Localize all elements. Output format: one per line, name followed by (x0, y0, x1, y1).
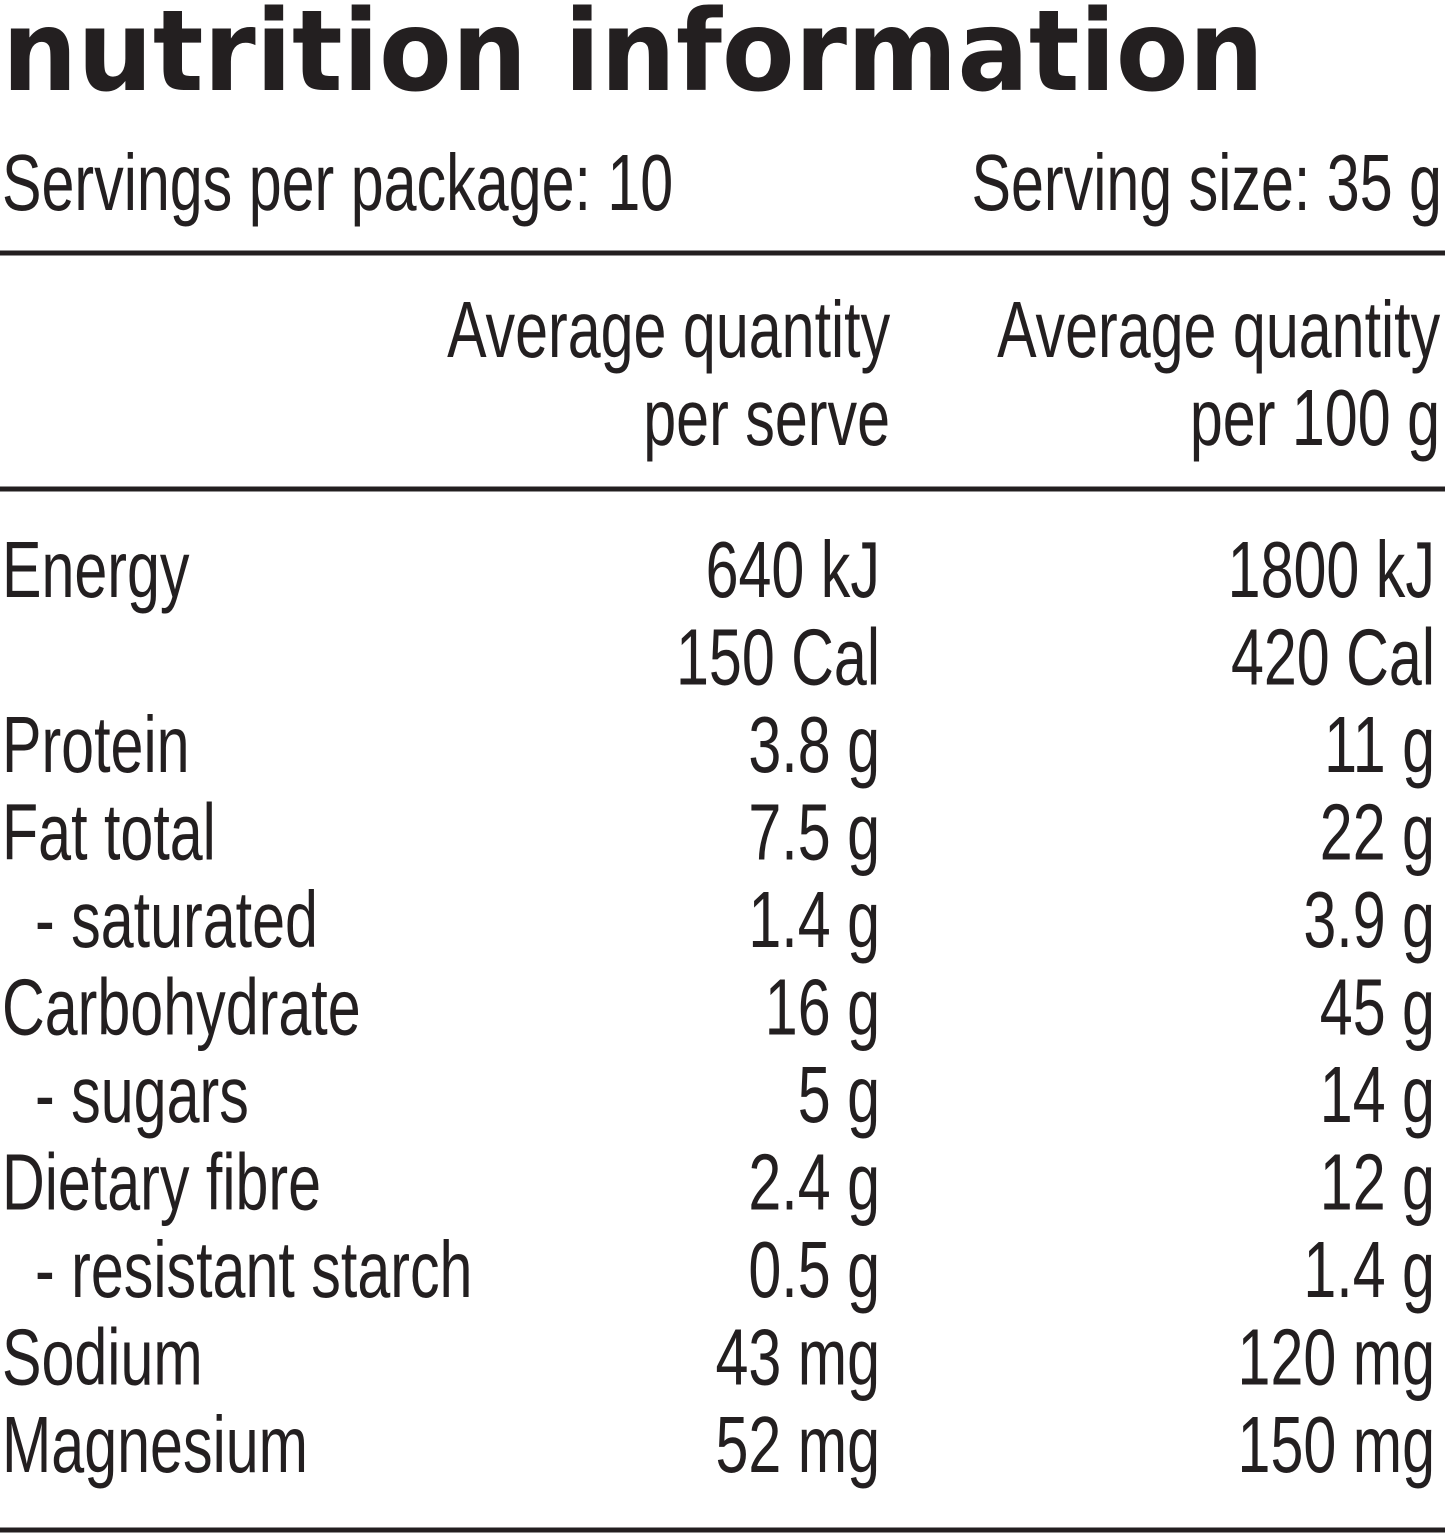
value: 3.8 g (748, 699, 880, 789)
value: 150 Cal (676, 612, 880, 702)
value: 150 mg (1238, 1399, 1435, 1489)
column-header: per serve (643, 372, 890, 462)
value: 7.5 g (748, 787, 880, 877)
row-label: - resistant starch (35, 1224, 472, 1314)
column-header: per 100 g (1190, 372, 1440, 462)
value: 1.4 g (1303, 1224, 1435, 1314)
row-label: Carbohydrate (2, 962, 361, 1052)
value: 420 Cal (1231, 612, 1435, 702)
row-label: Sodium (2, 1312, 203, 1402)
value: 14 g (1320, 1049, 1435, 1139)
row-label: Magnesium (2, 1399, 308, 1489)
row-label: Dietary fibre (2, 1137, 321, 1227)
value: 12 g (1320, 1137, 1435, 1227)
row-label: Protein (2, 699, 190, 789)
row-label: - saturated (35, 874, 318, 964)
value: 52 mg (715, 1399, 880, 1489)
value: 22 g (1320, 787, 1435, 877)
value: 1.4 g (748, 874, 880, 964)
value: 1800 kJ (1228, 524, 1435, 614)
value: 11 g (1324, 699, 1435, 789)
value: 3.9 g (1303, 874, 1435, 964)
value: 45 g (1320, 962, 1435, 1052)
value: 16 g (765, 962, 880, 1052)
value: 2.4 g (748, 1137, 880, 1227)
column-header: Average quantity (997, 284, 1441, 374)
row-label: - sugars (35, 1049, 249, 1139)
value: 0.5 g (748, 1224, 880, 1314)
serving-size: Serving size: 35 g (972, 137, 1442, 227)
column-header: Average quantity (447, 284, 891, 374)
title: nutrition information (2, 0, 1264, 117)
value: 640 kJ (706, 524, 880, 614)
servings-per-package: Servings per package: 10 (2, 137, 673, 227)
row-label: Energy (2, 524, 190, 614)
value: 43 mg (715, 1312, 880, 1402)
value: 5 g (798, 1049, 880, 1139)
value: 120 mg (1238, 1312, 1435, 1402)
row-label: Fat total (2, 787, 216, 877)
